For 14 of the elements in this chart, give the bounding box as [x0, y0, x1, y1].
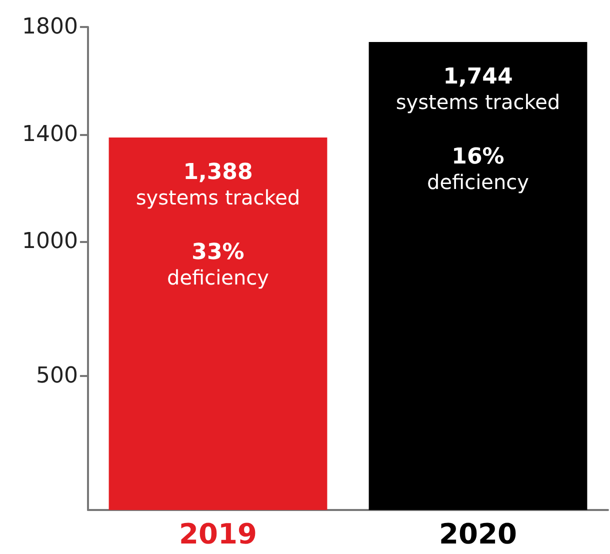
annotation: 33%	[192, 240, 244, 266]
annotation: systems tracked	[396, 90, 560, 114]
annotation: deficiency	[427, 170, 530, 194]
y-tick-label: 1000	[22, 229, 78, 254]
x-tick-label: 2019	[179, 518, 257, 550]
annotation: 16%	[452, 144, 504, 170]
y-tick-label: 1800	[22, 14, 78, 40]
data-label: 1,388	[183, 160, 253, 186]
annotation: deficiency	[167, 266, 270, 290]
x-tick-label: 2020	[439, 518, 517, 550]
y-tick-label: 500	[36, 363, 78, 388]
annotation: systems tracked	[136, 186, 300, 210]
data-label: 1,744	[443, 64, 513, 90]
y-tick-label: 1400	[22, 122, 78, 147]
